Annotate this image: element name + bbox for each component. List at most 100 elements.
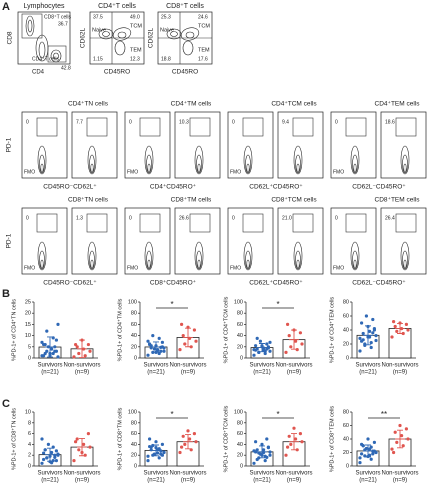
data-point bbox=[80, 450, 84, 455]
y-axis-label: %PD-1+ of CD4⁺TM cells bbox=[116, 298, 123, 361]
data-point bbox=[186, 429, 190, 433]
n-label: (n=21) bbox=[359, 370, 377, 376]
x-tick-label: Survivors bbox=[37, 363, 62, 369]
contour bbox=[39, 154, 45, 174]
plot-title: CD4⁺T cells bbox=[98, 3, 136, 10]
contour bbox=[89, 154, 95, 174]
gate bbox=[395, 213, 417, 233]
data-point bbox=[149, 346, 153, 350]
y-tick-label: 0 bbox=[240, 355, 243, 361]
contour bbox=[182, 40, 194, 56]
data-point bbox=[292, 328, 296, 332]
data-point bbox=[265, 347, 269, 351]
contour bbox=[25, 15, 35, 37]
contour bbox=[296, 259, 300, 269]
contour bbox=[27, 19, 33, 33]
gate bbox=[21, 13, 43, 39]
plot-frame bbox=[21, 207, 68, 275]
axis-label: CD62L bbox=[80, 27, 87, 48]
contour bbox=[402, 154, 408, 174]
data-point bbox=[51, 351, 55, 356]
axis-label: CD45RO⁻CD62L⁺ bbox=[43, 280, 97, 287]
data-point bbox=[74, 342, 78, 347]
data-point bbox=[152, 452, 156, 456]
contour bbox=[293, 241, 303, 271]
gate-value: 0 bbox=[26, 119, 29, 125]
data-point bbox=[371, 452, 375, 456]
gate-value: 36.7 bbox=[58, 21, 68, 27]
data-point bbox=[406, 437, 410, 441]
contour bbox=[243, 145, 253, 175]
contour bbox=[90, 163, 94, 173]
contour bbox=[403, 163, 407, 173]
y-tick-label: 0 bbox=[346, 355, 349, 361]
data-point bbox=[48, 351, 52, 356]
data-point bbox=[400, 434, 404, 438]
data-point bbox=[393, 430, 397, 434]
data-point bbox=[181, 434, 185, 438]
data-point bbox=[284, 453, 288, 457]
y-tick-label: 20 bbox=[343, 450, 349, 456]
plot-frame bbox=[71, 207, 118, 275]
contour bbox=[117, 31, 127, 39]
data-point bbox=[401, 331, 405, 336]
gate bbox=[189, 213, 211, 233]
contour bbox=[39, 250, 45, 270]
contour bbox=[197, 259, 201, 269]
data-point bbox=[266, 446, 270, 450]
error-bar bbox=[45, 447, 55, 462]
y-tick-label: 80 bbox=[131, 420, 137, 426]
y-tick-label: 25 bbox=[25, 299, 31, 305]
n-label: (n=9) bbox=[181, 478, 195, 484]
data-point bbox=[390, 335, 394, 339]
contour bbox=[112, 27, 132, 41]
y-tick-label: 20 bbox=[25, 311, 31, 317]
gate bbox=[395, 117, 417, 137]
data-point bbox=[74, 440, 78, 444]
x-tick-label: Survivors bbox=[355, 363, 380, 369]
fmo-label: FMO bbox=[230, 169, 241, 175]
y-tick-label: 4 bbox=[28, 442, 31, 448]
y-tick-label: 6 bbox=[28, 431, 31, 437]
data-point bbox=[392, 320, 396, 324]
data-point bbox=[88, 445, 92, 449]
error-bar bbox=[289, 433, 299, 451]
data-point bbox=[82, 442, 86, 446]
error-bar bbox=[151, 444, 161, 457]
y-tick-label: 10 bbox=[25, 409, 31, 415]
gate bbox=[292, 213, 314, 233]
y-tick-label: 0 bbox=[28, 355, 31, 361]
quadrant-name: Naive bbox=[160, 27, 174, 33]
data-point bbox=[194, 339, 198, 343]
contour bbox=[296, 163, 300, 173]
contour bbox=[246, 163, 250, 173]
quadrant-value: 25.3 bbox=[161, 14, 171, 20]
y-tick-label: 20 bbox=[237, 453, 243, 459]
gate-value: 1.3 bbox=[76, 215, 83, 221]
x-tick-label: Survivors bbox=[355, 471, 380, 477]
y-tick-label: 60 bbox=[343, 313, 349, 319]
data-point bbox=[262, 346, 266, 350]
data-point bbox=[51, 445, 55, 449]
y-axis-label: %PD-1+ of CD8⁺TM cells bbox=[116, 407, 123, 470]
x-tick-label: Non-survivors bbox=[381, 471, 418, 477]
y-tick-label: 20 bbox=[131, 453, 137, 459]
data-point bbox=[50, 347, 54, 351]
y-axis-label: %PD-1+ of CD4⁺TN cells bbox=[10, 299, 17, 361]
plot-title: CD8⁺T cells bbox=[166, 3, 204, 10]
plot-title: CD8⁺TCM cells bbox=[271, 197, 317, 204]
plot-frame bbox=[17, 11, 71, 65]
data-point bbox=[149, 448, 153, 452]
data-point bbox=[72, 355, 76, 359]
x-tick-label: Non-survivors bbox=[63, 363, 100, 369]
y-tick-label: 10 bbox=[25, 333, 31, 339]
plot-frame bbox=[227, 111, 274, 179]
data-point bbox=[372, 327, 376, 331]
data-point bbox=[369, 445, 373, 449]
gate-value: 0 bbox=[26, 215, 29, 221]
data-point bbox=[157, 447, 161, 451]
gate bbox=[36, 213, 58, 233]
data-point bbox=[268, 450, 272, 454]
plot-frame bbox=[227, 207, 274, 275]
contour bbox=[87, 145, 97, 175]
